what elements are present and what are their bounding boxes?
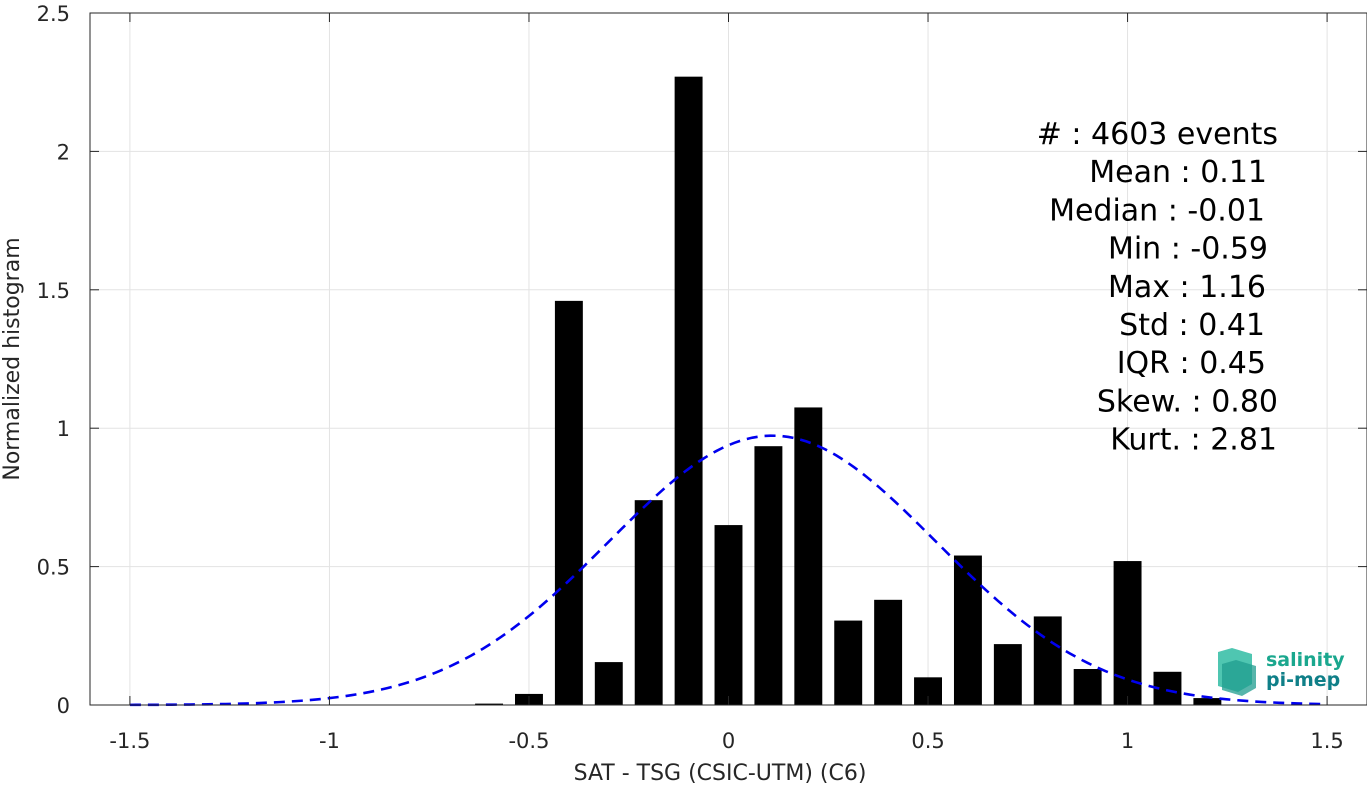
x-tick-label: 1 xyxy=(1121,729,1134,753)
histogram-bar xyxy=(475,703,504,705)
histogram-bar xyxy=(953,555,982,705)
stat-line: Mean : 0.11 xyxy=(1089,155,1267,190)
histogram-bar xyxy=(594,662,623,705)
y-tick-labels: 0 0.5 1 1.5 2 2.5 xyxy=(37,2,70,718)
y-tick-label: 0 xyxy=(57,694,70,718)
histogram-bar xyxy=(1193,698,1222,705)
stat-line: Min : -0.59 xyxy=(1108,232,1268,267)
stat-line: Skew. : 0.80 xyxy=(1097,384,1278,419)
x-tick-label: -0.5 xyxy=(508,729,549,753)
logo-wave-icon-layer xyxy=(1222,660,1256,696)
stat-line: IQR : 0.45 xyxy=(1117,346,1266,381)
logo-line-salinity: salinity xyxy=(1266,649,1345,671)
x-tick-label: -1.5 xyxy=(109,729,150,753)
histogram-bar xyxy=(794,407,823,705)
histogram-bar xyxy=(754,446,783,705)
x-tick-label: 1.5 xyxy=(1310,729,1343,753)
histogram-bar xyxy=(714,525,743,705)
histogram-bar xyxy=(674,76,703,705)
x-tick-label: 0.5 xyxy=(911,729,944,753)
y-tick-label: 2 xyxy=(57,140,70,164)
y-tick-label: 1.5 xyxy=(37,279,70,303)
histogram-bar xyxy=(993,644,1022,705)
histogram-bars xyxy=(475,76,1222,705)
axes-box xyxy=(89,12,1367,706)
x-tick-label: 0 xyxy=(722,729,735,753)
x-tick-labels: -1.5 -1 -0.5 0 0.5 1 1.5 xyxy=(109,729,1343,753)
y-tick-label: 0.5 xyxy=(37,556,70,580)
salinity-pimep-logo: salinity pi-mep xyxy=(1218,648,1345,696)
stat-line: Std : 0.41 xyxy=(1119,308,1265,343)
x-tick-label: -1 xyxy=(319,729,340,753)
y-tick-label: 2.5 xyxy=(37,2,70,26)
logo-line-pimep: pi-mep xyxy=(1266,669,1340,691)
stat-line: # : 4603 events xyxy=(1037,117,1278,152)
histogram-bar xyxy=(634,500,663,705)
stat-line: Kurt. : 2.81 xyxy=(1110,423,1277,458)
histogram-bar xyxy=(834,620,863,705)
histogram-bar xyxy=(554,300,583,705)
histogram-bar xyxy=(1033,616,1062,705)
stat-line: Max : 1.16 xyxy=(1108,270,1266,305)
stat-line: Median : -0.01 xyxy=(1049,193,1265,228)
histogram-bar xyxy=(1073,669,1102,705)
x-axis-label: SAT - TSG (CSIC-UTM) (C6) xyxy=(574,761,867,785)
histogram-bar xyxy=(1113,561,1142,705)
histogram-bar xyxy=(874,599,903,705)
y-axis-label: Normalized histogram xyxy=(0,237,25,480)
y-tick-label: 1 xyxy=(57,417,70,441)
